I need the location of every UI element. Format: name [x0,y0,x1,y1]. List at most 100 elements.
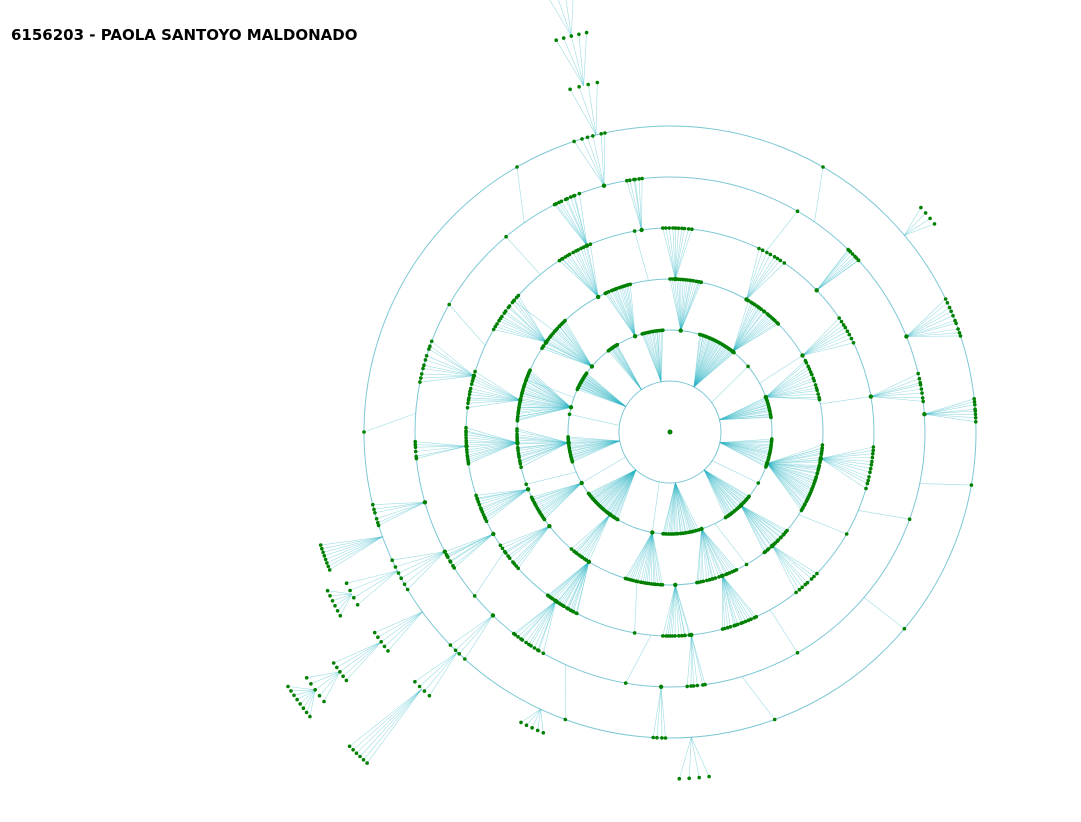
tree-node [554,202,558,206]
tree-edge [693,340,717,388]
tree-edge [663,482,676,534]
tree-edge [696,528,702,583]
tree-edge [635,532,653,582]
tree-node [516,635,520,639]
ring-guide-5 [414,176,926,688]
tree-edge [719,416,771,420]
tree-edge [530,600,557,646]
tree-edge [507,525,550,557]
tree-edge [556,561,590,603]
tree-node [677,634,681,638]
tree-edge [450,615,494,646]
tree-edge [498,320,547,343]
tree-edge [674,279,681,331]
tree-edge [627,284,636,337]
tree-edge [584,376,626,407]
tree-edge [605,469,637,512]
tree-edge [675,482,687,533]
tree-edge [626,532,653,580]
tree-edge [693,345,725,388]
tree-edge [703,469,750,497]
tree-edge [766,463,805,506]
tree-edge [651,331,662,382]
tree-edge [472,380,521,401]
tree-edge [568,440,620,443]
branch-edge [296,689,316,700]
tree-edge [531,482,582,498]
tree-edge [648,532,653,584]
tree-edge [675,482,689,533]
tree-edge [693,337,708,388]
tree-edge [570,440,620,456]
tree-node [637,177,641,181]
ring-guide-1 [618,380,722,484]
tree-edge [732,304,755,352]
tree-edge [662,584,676,636]
tree-edge [548,339,593,367]
tree-node [470,379,475,383]
tree-edge [576,561,590,614]
tree-edge [467,442,518,458]
tree-edge [703,469,729,516]
tree-edge [766,463,809,498]
branch-node [530,726,534,730]
tree-edge [626,285,636,337]
tree-edge [496,323,547,343]
tree-node [584,371,589,376]
tree-edge [820,458,872,465]
branch-node [318,543,323,547]
branch-edge [323,671,341,702]
tree-node [953,318,957,323]
tree-edge [596,469,637,503]
tree-edge [719,400,768,420]
branch-node [595,80,600,85]
parent-node [764,461,770,466]
tree-edge [608,291,636,337]
tree-edge [675,482,684,534]
tree-edge [906,335,961,337]
branch-node [351,748,355,752]
tree-edge [478,489,529,503]
tree-node [720,627,725,631]
tree-edge [675,584,685,636]
tree-node [413,445,418,450]
tree-edge [544,482,582,520]
tree-edge [600,469,637,508]
tree-node [746,618,751,623]
tree-edge [680,280,692,331]
tree-node [532,646,537,650]
tree-node [493,324,498,329]
tree-edge [662,228,676,280]
tree-edge [693,334,702,388]
tree-edge [870,373,919,397]
tree-edge [458,615,494,654]
tree-edge [583,377,626,407]
branch-edge [578,34,584,86]
tree-edge [820,446,874,459]
branch-node [347,744,352,749]
tree-edge [363,413,416,433]
tree-edge [660,686,666,739]
branch-node [322,554,327,558]
tree-node [815,472,819,476]
branch-edge [326,536,383,564]
tree-node [820,443,825,447]
tree-edge [924,413,976,419]
tree-edge [579,384,626,407]
tree-edge [516,297,547,343]
tree-edge [473,377,521,401]
tree-edge [719,438,772,443]
tree-node [516,293,521,298]
tree-edge [691,634,698,686]
tree-node [541,344,546,348]
parent-node [515,440,520,445]
tree-node [695,580,699,585]
tree-edge [555,203,588,246]
tree-edge [693,346,726,388]
tree-node [841,323,846,327]
tree-edge [599,469,637,506]
tree-edge [662,482,676,534]
tree-node [663,736,668,740]
tree-edge [656,330,662,382]
tree-edge [766,460,821,464]
